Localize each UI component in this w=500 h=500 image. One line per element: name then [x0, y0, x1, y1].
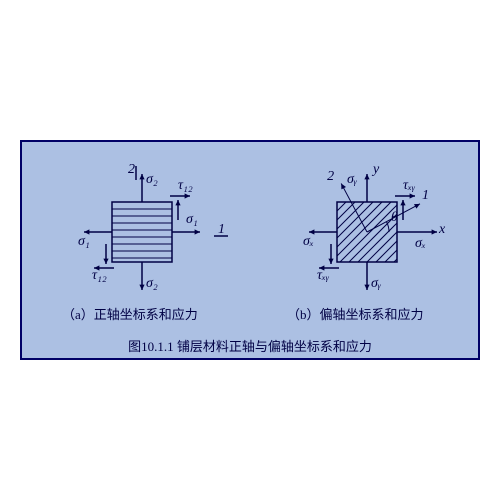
tauxy-tr-label: τₓᵧ [403, 178, 415, 194]
tau12-tr-label: τ₁₂ [178, 178, 193, 194]
sigma2-bot-label: σ₂ [146, 276, 158, 292]
tau12-bl-label: τ₁₂ [92, 268, 107, 284]
sigmay-top-label: σᵧ [347, 172, 357, 188]
caption-b: （b）偏轴坐标系和应力 [287, 304, 424, 323]
sigmay-bot-label: σᵧ [371, 276, 381, 292]
theta-label: θ [391, 210, 398, 226]
axis2-label-right: 2 [327, 169, 334, 185]
sigma1-right-label: σ₁ [186, 212, 198, 228]
tauxy-bl-label: τₓᵧ [317, 268, 329, 284]
main-caption: 图10.1.1 铺层材料正轴与偏轴坐标系和应力 [22, 336, 478, 355]
axisy-label: y [373, 162, 379, 178]
sigma2-top-label: σ₂ [146, 172, 158, 188]
axisx-label: x [439, 222, 445, 238]
caption-a: （a）正轴坐标系和应力 [62, 304, 198, 323]
sigmax-right-label: σₓ [415, 236, 426, 252]
axis1-label-left: 1 [218, 222, 225, 238]
axis2-label-left: 2 [128, 162, 135, 178]
figure-svg [22, 142, 482, 362]
sigmax-left-label: σₓ [303, 234, 314, 250]
figure-panel: σ₂σ₂σ₁σ₁τ₁₂τ₁₂21（a）正轴坐标系和应力12θyσᵧσᵧxσₓσₓ… [20, 140, 480, 360]
axis1-label-right: 1 [422, 188, 429, 204]
sigma1-left-label: σ₁ [78, 234, 90, 250]
